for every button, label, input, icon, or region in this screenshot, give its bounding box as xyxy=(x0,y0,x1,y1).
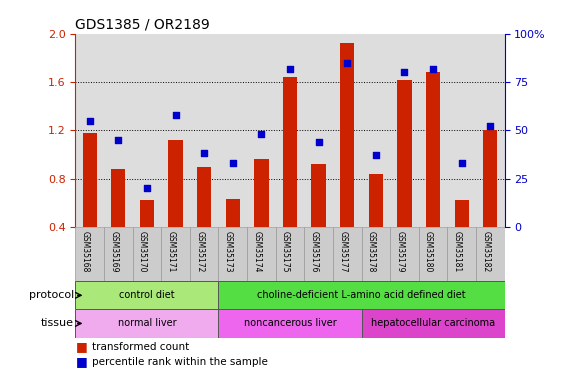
Bar xyxy=(82,133,97,227)
Bar xyxy=(455,200,469,227)
Bar xyxy=(104,227,133,281)
Bar xyxy=(75,227,104,281)
Text: noncancerous liver: noncancerous liver xyxy=(244,318,336,328)
Text: normal liver: normal liver xyxy=(118,318,176,328)
Bar xyxy=(140,200,154,227)
Text: GSM35173: GSM35173 xyxy=(224,231,233,273)
Text: GSM35168: GSM35168 xyxy=(81,231,90,273)
Point xyxy=(85,118,95,124)
Bar xyxy=(219,309,361,338)
Text: ■: ■ xyxy=(75,356,87,368)
Text: GSM35181: GSM35181 xyxy=(452,231,462,273)
Bar xyxy=(333,227,361,281)
Bar xyxy=(226,199,240,227)
Text: GSM35172: GSM35172 xyxy=(195,231,204,273)
Bar xyxy=(219,227,247,281)
Point xyxy=(171,112,180,118)
Bar xyxy=(111,169,125,227)
Bar xyxy=(369,174,383,227)
Text: choline-deficient L-amino acid defined diet: choline-deficient L-amino acid defined d… xyxy=(257,290,466,300)
Point xyxy=(343,60,352,66)
Bar xyxy=(219,281,505,309)
Text: percentile rank within the sample: percentile rank within the sample xyxy=(92,357,267,367)
Text: GSM35180: GSM35180 xyxy=(424,231,433,273)
Bar xyxy=(161,227,190,281)
Text: protocol: protocol xyxy=(29,290,74,300)
Text: GSM35171: GSM35171 xyxy=(166,231,176,273)
Text: GSM35174: GSM35174 xyxy=(252,231,262,273)
Point xyxy=(400,69,409,75)
Point xyxy=(429,66,438,72)
Text: GSM35177: GSM35177 xyxy=(338,231,347,273)
Bar xyxy=(168,140,183,227)
Point xyxy=(457,160,466,166)
Bar xyxy=(197,166,211,227)
Text: ■: ■ xyxy=(75,340,87,353)
Text: control diet: control diet xyxy=(119,290,175,300)
Point xyxy=(142,185,151,191)
Text: GSM35179: GSM35179 xyxy=(396,231,404,273)
Bar xyxy=(75,309,219,338)
Text: GSM35175: GSM35175 xyxy=(281,231,290,273)
Bar xyxy=(447,227,476,281)
Bar xyxy=(133,227,161,281)
Point xyxy=(371,152,380,158)
Bar xyxy=(361,309,505,338)
Point xyxy=(257,131,266,137)
Point xyxy=(228,160,237,166)
Point xyxy=(285,66,295,72)
Text: GSM35176: GSM35176 xyxy=(310,231,318,273)
Text: GDS1385 / OR2189: GDS1385 / OR2189 xyxy=(75,17,210,31)
Point xyxy=(314,139,323,145)
Text: GSM35182: GSM35182 xyxy=(481,231,490,273)
Text: GSM35169: GSM35169 xyxy=(109,231,118,273)
Bar xyxy=(483,130,498,227)
Bar xyxy=(190,227,219,281)
Bar xyxy=(283,77,297,227)
Bar xyxy=(247,227,276,281)
Text: GSM35170: GSM35170 xyxy=(138,231,147,273)
Bar xyxy=(476,227,505,281)
Point xyxy=(485,123,495,129)
Bar xyxy=(311,164,326,227)
Bar xyxy=(304,227,333,281)
Bar xyxy=(340,44,354,227)
Bar xyxy=(390,227,419,281)
Text: transformed count: transformed count xyxy=(92,342,189,352)
Point xyxy=(114,137,123,143)
Bar xyxy=(75,281,219,309)
Text: GSM35178: GSM35178 xyxy=(367,231,376,273)
Bar xyxy=(426,72,440,227)
Bar xyxy=(254,159,269,227)
Bar xyxy=(276,227,304,281)
Bar xyxy=(419,227,447,281)
Text: hepatocellular carcinoma: hepatocellular carcinoma xyxy=(371,318,495,328)
Bar xyxy=(361,227,390,281)
Point xyxy=(200,150,209,156)
Bar xyxy=(397,80,412,227)
Text: tissue: tissue xyxy=(41,318,74,328)
